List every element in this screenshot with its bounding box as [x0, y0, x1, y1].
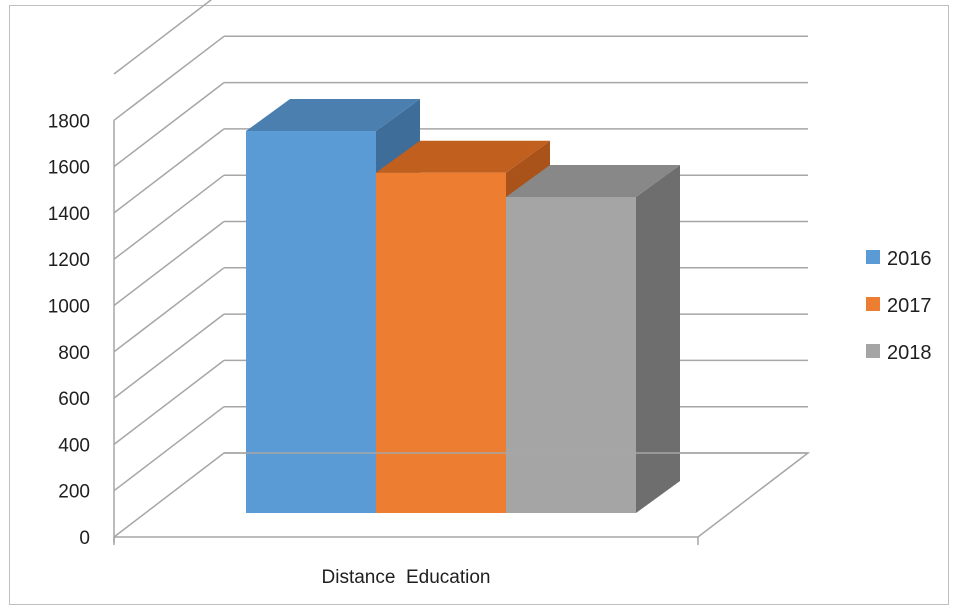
y-tick-label: 1600	[48, 158, 90, 179]
legend-label-2018: 2018	[887, 342, 932, 364]
legend: 2016 2017 2018	[866, 248, 932, 364]
wall-line	[113, 406, 225, 492]
legend-label-2017: 2017	[887, 295, 932, 317]
legend-swatch-2017	[866, 297, 880, 311]
y-tick-label: 400	[58, 435, 90, 456]
bar-top	[506, 165, 680, 198]
bar-top	[376, 140, 550, 173]
wall-line	[113, 313, 225, 399]
y-tick-label: 1000	[48, 297, 90, 318]
bar-top	[246, 99, 420, 132]
bar-front	[506, 197, 636, 513]
y-tick-label: 0	[79, 528, 90, 549]
wall-line	[113, 267, 225, 353]
chart-frame	[9, 5, 949, 605]
y-tick-label: 1400	[48, 204, 90, 225]
y-tick-label: 200	[58, 482, 90, 503]
x-axis-categories: Distance Education	[322, 567, 491, 588]
x-category-label: Distance Education	[322, 567, 491, 588]
y-tick-label: 800	[58, 343, 90, 364]
bar-front	[246, 131, 376, 513]
legend-label-2016: 2016	[887, 248, 932, 270]
legend-swatch-2018	[866, 344, 880, 358]
legend-swatch-2016	[866, 250, 880, 264]
wall-line	[113, 0, 213, 75]
wall-line	[113, 128, 225, 214]
y-tick-label: 1200	[48, 250, 90, 271]
chart-floor	[113, 452, 811, 545]
floor-outline	[113, 452, 811, 538]
bar-front	[376, 172, 506, 513]
bar-2018	[506, 165, 680, 513]
wall-line	[113, 220, 225, 307]
bar-side	[636, 165, 680, 513]
y-tick-label: 600	[58, 389, 90, 410]
wall-line	[113, 174, 225, 260]
wall-line	[113, 359, 225, 445]
y-tick-label: 1800	[48, 111, 90, 132]
wall-line	[113, 82, 225, 168]
wall-line	[113, 35, 225, 121]
bars	[246, 99, 680, 514]
y-axis-ticks: 0 200 400 600 800 1000 1200 1400 1600 1800	[48, 111, 90, 549]
